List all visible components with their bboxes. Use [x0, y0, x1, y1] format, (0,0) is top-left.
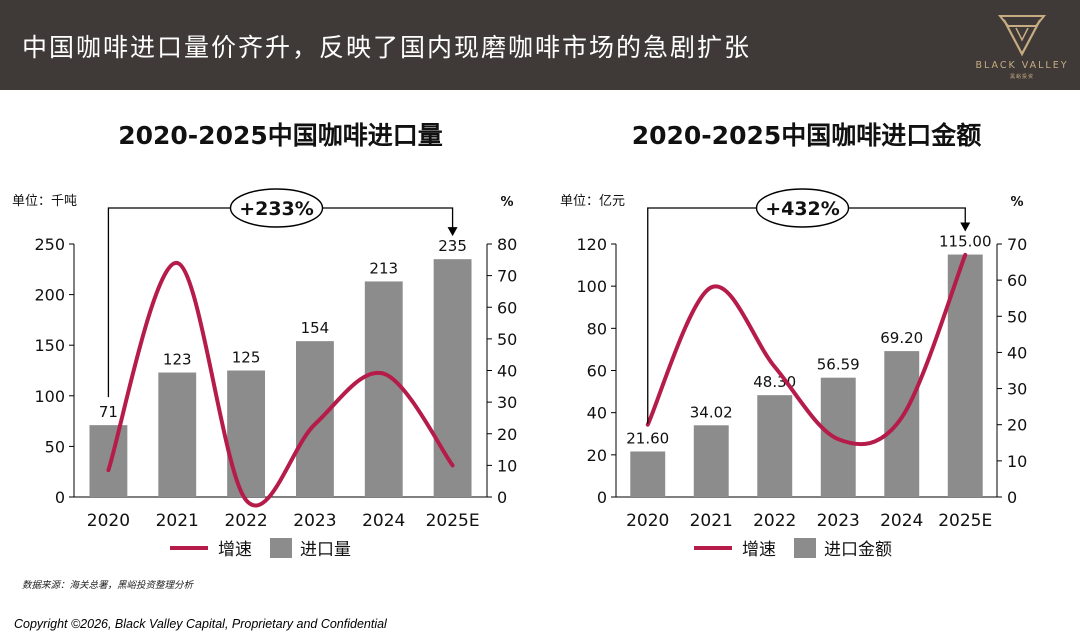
right-tick-label: 30: [497, 393, 517, 412]
bar-2021: [158, 372, 197, 497]
right-tick-label: 30: [1007, 380, 1027, 399]
right-tick-label: 20: [1007, 416, 1027, 435]
right-tick-label: 0: [1007, 488, 1017, 507]
left-tick-label: 0: [597, 488, 607, 507]
left-tick-label: 120: [576, 235, 607, 254]
legend-line-label: 增速: [742, 540, 776, 560]
bracket-arrow-icon: [447, 227, 458, 237]
bar-2022: [757, 395, 793, 497]
bar-value-label: 115.00: [939, 233, 992, 251]
bar-2024: [884, 351, 920, 497]
right-unit-label: %: [1010, 195, 1023, 210]
x-tick-label: 2023: [817, 511, 860, 531]
bar-2024: [364, 281, 403, 497]
copyright-notice: Copyright ©2026, Black Valley Capital, P…: [14, 617, 387, 631]
left-tick-label: 200: [34, 286, 65, 305]
bar-2025E: [947, 254, 983, 497]
growth-rate-line: [645, 252, 968, 447]
bar-value-label: 56.59: [817, 356, 860, 374]
right-tick-label: 50: [497, 330, 517, 349]
x-tick-label: 2021: [690, 511, 733, 531]
x-tick-label: 2024: [880, 511, 923, 531]
bar-2025E: [433, 259, 472, 497]
legend-bar-swatch: [270, 538, 292, 558]
x-tick-label: 2021: [156, 511, 199, 531]
bar-2021: [693, 425, 729, 497]
logo-text: BLACK VALLEY: [975, 60, 1069, 71]
growth-callout-ellipse: [229, 188, 324, 228]
growth-rate-line: [106, 261, 455, 508]
right-tick-label: 40: [497, 362, 517, 381]
left-tick-label: 40: [587, 404, 607, 423]
legend-bar-swatch: [794, 538, 816, 558]
bar-value-label: 123: [163, 351, 192, 369]
chart-title: 2020-2025中国咖啡进口量: [118, 121, 443, 150]
x-tick-label: 2020: [626, 511, 669, 531]
header-bar: 中国咖啡进口量价齐升，反映了国内现磨咖啡市场的急剧扩张 BLACK VALLEY…: [0, 0, 1080, 90]
right-unit-label: %: [500, 195, 513, 210]
right-tick-label: 70: [497, 267, 517, 286]
data-source-note: 数据来源：海关总署，黑峪投资整理分析: [22, 580, 194, 591]
left-tick-label: 80: [587, 319, 607, 338]
bar-value-label: 69.20: [880, 329, 923, 347]
legend-bar-label: 进口金额: [824, 540, 892, 560]
bar-2020: [630, 451, 666, 497]
right-tick-label: 60: [497, 298, 517, 317]
right-tick-label: 10: [1007, 452, 1027, 471]
legend-line-label: 增速: [218, 540, 252, 560]
left-tick-label: 0: [55, 488, 65, 507]
right-tick-label: 80: [497, 235, 517, 254]
black-valley-logo: BLACK VALLEY 黑峪投资: [966, 10, 1078, 86]
bar-value-label: 21.60: [626, 429, 669, 447]
left-tick-label: 100: [576, 277, 607, 296]
right-tick-label: 60: [1007, 271, 1027, 290]
right-tick-label: 10: [497, 456, 517, 475]
left-tick-label: 50: [45, 437, 65, 456]
right-tick-label: 40: [1007, 343, 1027, 362]
bar-value-label: 125: [232, 349, 261, 367]
left-tick-label: 250: [34, 235, 65, 254]
x-tick-label: 2020: [87, 511, 130, 531]
bracket-arrow-icon: [960, 222, 971, 232]
left-tick-label: 100: [34, 387, 65, 406]
page-title: 中国咖啡进口量价齐升，反映了国内现磨咖啡市场的急剧扩张: [22, 33, 752, 62]
x-tick-label: 2025E: [938, 511, 992, 531]
x-tick-label: 2022: [753, 511, 796, 531]
left-tick-label: 150: [34, 336, 65, 355]
x-tick-label: 2024: [362, 511, 405, 531]
bar-value-label: 213: [369, 259, 398, 277]
x-tick-label: 2025E: [426, 511, 480, 531]
bar-value-label: 34.02: [690, 403, 733, 421]
bar-value-label: 71: [99, 403, 118, 421]
chart-title: 2020-2025中国咖啡进口金额: [632, 121, 982, 150]
bar-2023: [295, 341, 334, 497]
legend-bar-label: 进口量: [300, 540, 351, 560]
right-tick-label: 0: [497, 488, 507, 507]
bar-2020: [89, 425, 128, 497]
x-tick-label: 2023: [293, 511, 336, 531]
growth-callout-text: +233%: [239, 198, 314, 220]
growth-callout-text: +432%: [765, 198, 840, 220]
right-tick-label: 50: [1007, 307, 1027, 326]
bar-value-label: 235: [438, 237, 467, 255]
bar-value-label: 154: [301, 319, 330, 337]
right-tick-label: 20: [497, 425, 517, 444]
right-tick-label: 70: [1007, 235, 1027, 254]
growth-callout-ellipse: [755, 188, 850, 228]
x-tick-label: 2022: [224, 511, 267, 531]
left-unit-label: 单位：亿元: [560, 194, 625, 209]
left-tick-label: 20: [587, 446, 607, 465]
logo-subtext: 黑峪投资: [1009, 74, 1034, 80]
left-tick-label: 60: [587, 362, 607, 381]
logo-mark-icon: [997, 15, 1047, 57]
bar-2022: [227, 370, 266, 497]
left-unit-label: 单位：千吨: [12, 194, 77, 209]
